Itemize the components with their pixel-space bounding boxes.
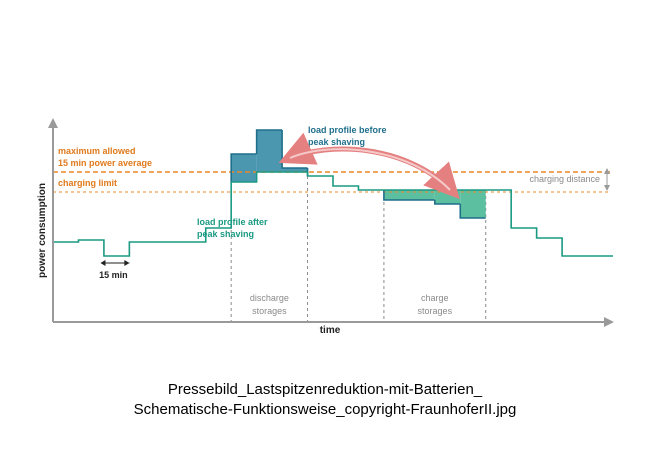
phase-label-1-1: storages — [418, 306, 453, 316]
image-caption: Pressebild_Lastspitzenreduktion-mit-Batt… — [0, 380, 650, 420]
peak-area-0 — [231, 154, 257, 182]
y-axis-arrowhead — [48, 118, 58, 128]
phase-label-0-0: discharge — [250, 293, 289, 303]
caption-line-1: Pressebild_Lastspitzenreduktion-mit-Batt… — [167, 381, 483, 398]
charging-limit-label: charging limit — [58, 178, 117, 188]
before-profile-line — [230, 129, 309, 182]
interval-marker-label: 15 min — [99, 270, 128, 280]
charging-distance-arrow-bottom — [604, 185, 610, 191]
power-chart: power consumption time maximum allowed 1… — [37, 118, 614, 336]
charge-area-2 — [460, 190, 486, 218]
y-axis-label: power consumption — [37, 183, 48, 278]
peak-area-1 — [256, 130, 283, 172]
interval-marker-left-tip — [100, 260, 106, 266]
before-profile-label: load profile before peak shaving — [308, 125, 389, 147]
phase-label-1-0: charge — [421, 293, 449, 303]
caption-line-2: Schematische-Funktionsweise_copyright-Fr… — [133, 401, 517, 418]
phase-label-0-1: storages — [252, 306, 287, 316]
after-profile-line — [53, 171, 613, 257]
after-profile-label: load profile after peak shaving — [197, 217, 270, 239]
maximum-allowed-label: maximum allowed 15 min power average — [58, 146, 152, 168]
charging-distance-label: charging distance — [529, 174, 600, 184]
charging-distance-arrow-top — [604, 168, 610, 174]
x-axis-label: time — [320, 325, 341, 336]
interval-marker-right-tip — [124, 260, 130, 266]
x-axis-arrowhead — [604, 317, 614, 327]
energy-transfer-arrow-inner — [289, 148, 451, 191]
